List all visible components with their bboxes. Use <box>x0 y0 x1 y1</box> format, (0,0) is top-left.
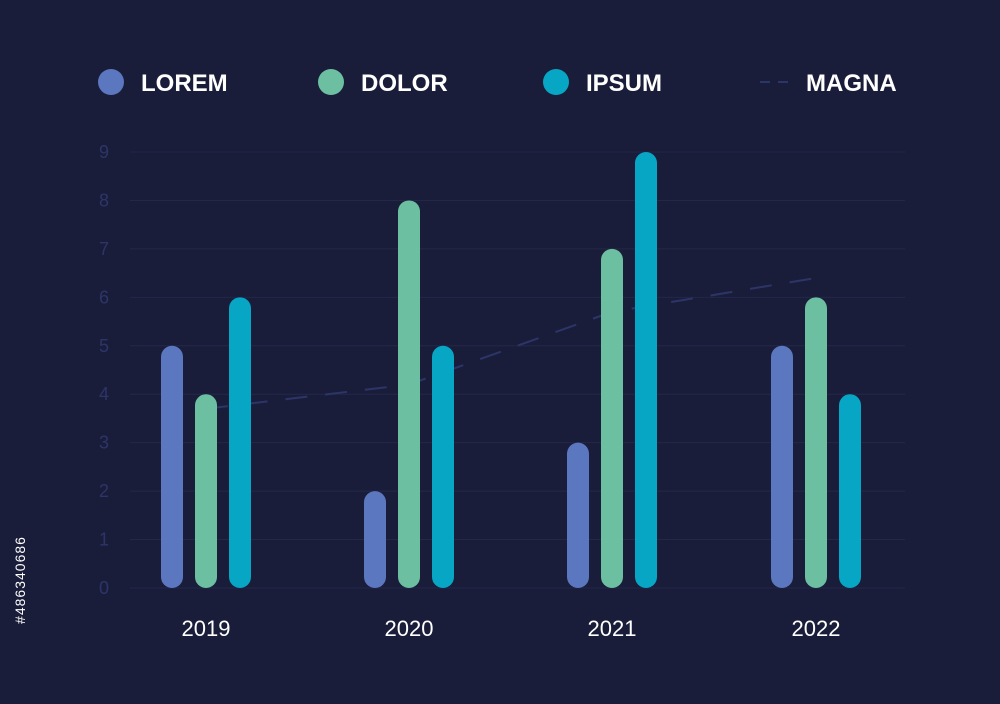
legend-label-magna: MAGNA <box>806 70 897 97</box>
x-axis-labels: 2019 2020 2021 2022 <box>182 616 841 641</box>
y-tick-label: 7 <box>99 239 109 259</box>
x-tick-label: 2019 <box>182 616 231 641</box>
legend-swatch-ipsum <box>543 69 569 95</box>
grid-lines <box>130 151 905 589</box>
y-axis-ticks: 0 1 2 3 4 5 6 7 8 9 <box>99 142 109 598</box>
y-tick-label: 1 <box>99 530 109 550</box>
bar-dolor-2022 <box>805 297 827 588</box>
bar-ipsum-2021 <box>635 152 657 588</box>
watermark-id: #486340686 <box>10 460 30 704</box>
legend-label-ipsum: IPSUM <box>586 70 662 97</box>
legend-swatch-lorem <box>98 69 124 95</box>
magna-line-layer <box>205 276 817 410</box>
y-tick-label: 8 <box>99 190 109 210</box>
y-tick-label: 4 <box>99 384 109 404</box>
bar-ipsum-2022 <box>839 394 861 588</box>
bar-ipsum-2020 <box>432 345 454 588</box>
y-tick-label: 9 <box>99 142 109 162</box>
bar-lorem-2022 <box>771 345 793 588</box>
bars <box>161 152 861 588</box>
bar-dolor-2019 <box>195 394 217 588</box>
legend-label-dolor: DOLOR <box>361 70 448 97</box>
bar-lorem-2020 <box>364 491 386 588</box>
y-tick-label: 3 <box>99 433 109 453</box>
y-tick-label: 0 <box>99 578 109 598</box>
y-tick-label: 6 <box>99 287 109 307</box>
y-tick-label: 2 <box>99 481 109 501</box>
x-tick-label: 2020 <box>385 616 434 641</box>
bar-lorem-2019 <box>161 345 183 588</box>
legend: LOREM DOLOR IPSUM MAGNA <box>98 69 897 97</box>
watermark-id-text: #486340686 <box>12 536 28 624</box>
bar-dolor-2021 <box>601 248 623 588</box>
magna-dashed-line <box>205 276 817 410</box>
bar-lorem-2021 <box>567 442 589 588</box>
x-tick-label: 2022 <box>792 616 841 641</box>
legend-label-lorem: LOREM <box>141 70 228 97</box>
y-tick-label: 5 <box>99 336 109 356</box>
legend-swatch-dolor <box>318 69 344 95</box>
x-tick-label: 2021 <box>588 616 637 641</box>
bar-dolor-2020 <box>398 200 420 588</box>
bar-ipsum-2019 <box>229 297 251 588</box>
